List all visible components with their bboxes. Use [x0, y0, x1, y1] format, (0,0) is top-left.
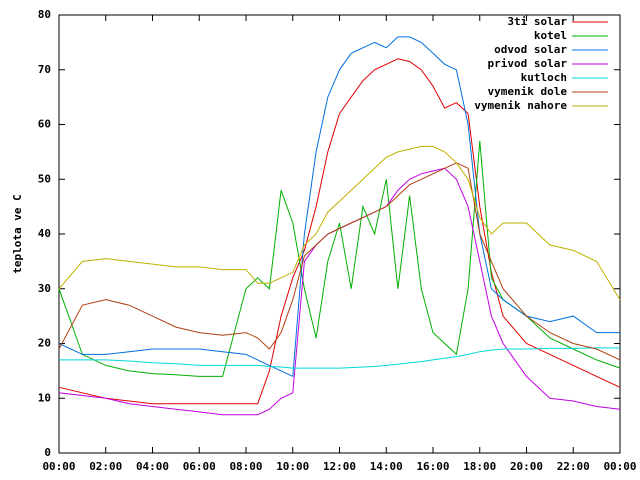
series-line	[58, 58, 621, 405]
x-tick-label: 04:00	[136, 460, 169, 473]
x-tick-label: 18:00	[463, 460, 496, 473]
y-tick-label: 50	[38, 172, 51, 185]
y-tick-label: 60	[38, 118, 51, 131]
series-line	[59, 347, 620, 369]
x-tick-label: 08:00	[229, 460, 262, 473]
x-tick-label: 20:00	[510, 460, 543, 473]
x-tick-label: 16:00	[416, 460, 449, 473]
x-tick-label: 06:00	[183, 460, 216, 473]
series-line	[58, 140, 621, 377]
legend-label: kotel	[534, 29, 567, 42]
legend-label: privod solar	[488, 57, 568, 70]
x-tick-label: 02:00	[89, 460, 122, 473]
y-tick-label: 20	[38, 337, 51, 350]
legend-label: vymenik dole	[488, 85, 568, 98]
series-line	[58, 145, 621, 300]
x-tick-label: 10:00	[276, 460, 309, 473]
x-tick-label: 00:00	[42, 460, 75, 473]
y-tick-label: 30	[38, 282, 51, 295]
y-tick-label: 40	[38, 227, 51, 240]
x-tick-label: 14:00	[370, 460, 403, 473]
y-axis-label: teplota ve C	[11, 194, 24, 273]
legend-label: vymenik nahore	[474, 99, 567, 112]
series-line	[58, 162, 621, 361]
series-line	[58, 167, 621, 416]
legend-label: odvod solar	[494, 43, 567, 56]
x-tick-label: 22:00	[557, 460, 590, 473]
legend-label: 3ti solar	[507, 15, 567, 28]
y-tick-label: 10	[38, 391, 51, 404]
x-tick-label: 00:00	[603, 460, 636, 473]
y-tick-label: 0	[44, 446, 51, 459]
legend-label: kutloch	[521, 71, 567, 84]
x-tick-label: 12:00	[323, 460, 356, 473]
series-line	[58, 36, 620, 378]
y-tick-label: 70	[38, 63, 51, 76]
y-tick-label: 80	[38, 8, 51, 21]
